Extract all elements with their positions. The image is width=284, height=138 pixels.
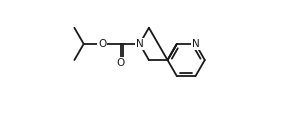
Text: O: O bbox=[117, 58, 125, 67]
Text: N: N bbox=[136, 39, 143, 49]
Text: N: N bbox=[192, 39, 199, 49]
Text: O: O bbox=[98, 39, 106, 49]
